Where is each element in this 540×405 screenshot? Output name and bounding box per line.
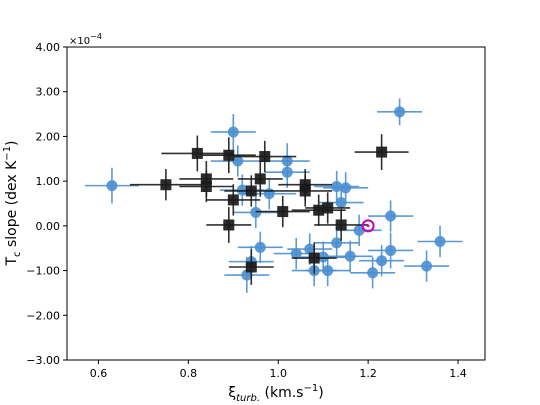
circle-marker bbox=[232, 155, 244, 167]
square-data-point bbox=[179, 170, 234, 203]
circle-marker bbox=[236, 184, 248, 196]
square-marker bbox=[227, 194, 239, 206]
square-data-point bbox=[206, 207, 252, 243]
x-tick-label: 1.2 bbox=[359, 367, 377, 380]
circle-marker bbox=[290, 248, 302, 260]
square-data-point bbox=[201, 137, 256, 174]
circle-marker bbox=[322, 265, 334, 277]
square-marker bbox=[313, 204, 325, 216]
circle-marker bbox=[331, 237, 343, 249]
circle-marker bbox=[367, 267, 379, 279]
x-tick-label: 0.8 bbox=[180, 367, 198, 380]
square-data-point bbox=[237, 161, 283, 197]
circle-data-point bbox=[314, 227, 360, 259]
circle-marker bbox=[227, 126, 239, 138]
square-data-point bbox=[129, 169, 202, 201]
square-marker bbox=[322, 202, 334, 214]
circle-marker bbox=[340, 182, 352, 194]
circle-data-point bbox=[323, 172, 369, 204]
square-marker bbox=[277, 206, 289, 218]
circle-marker bbox=[254, 241, 266, 253]
sun-reference-marker bbox=[361, 219, 375, 233]
y-tick-label: 2.00 bbox=[36, 130, 61, 143]
square-data-point bbox=[291, 194, 346, 226]
circle-marker bbox=[344, 250, 356, 262]
square-data-point bbox=[161, 135, 234, 172]
y-tick-label: −3.00 bbox=[26, 354, 60, 367]
y-tick-label: 4.00 bbox=[36, 41, 61, 54]
square-data-point bbox=[305, 192, 351, 224]
circle-data-point bbox=[404, 250, 450, 282]
square-data-point bbox=[354, 134, 409, 170]
circle-marker bbox=[106, 180, 118, 192]
y-tick-label: 3.00 bbox=[36, 86, 61, 99]
y-tick-label: −1.00 bbox=[26, 265, 60, 278]
circle-data-point bbox=[314, 170, 360, 203]
square-marker bbox=[308, 252, 320, 264]
circle-data-point bbox=[210, 145, 265, 177]
circle-data-point bbox=[368, 232, 414, 269]
circle-marker bbox=[335, 197, 347, 209]
square-marker bbox=[200, 181, 212, 193]
square-data-point bbox=[255, 195, 310, 228]
circle-marker bbox=[394, 106, 406, 118]
plot-area bbox=[84, 98, 463, 293]
circle-marker bbox=[434, 236, 446, 248]
circle-data-point bbox=[287, 233, 333, 265]
square-marker bbox=[245, 261, 257, 273]
axis-ticks: 0.6 0.8 1.0 1.2 1.4 −3.00 −2.00 −1.00 0.00 1.00 2.… bbox=[26, 41, 467, 380]
circle-data-point bbox=[368, 200, 414, 232]
square-marker bbox=[299, 185, 311, 197]
circle-data-point bbox=[377, 98, 423, 126]
circle-data-point bbox=[84, 167, 139, 204]
circle-marker bbox=[304, 243, 316, 255]
sun-reference-center bbox=[366, 224, 370, 228]
circle-marker bbox=[385, 244, 397, 256]
y-tick-label: −2.00 bbox=[26, 309, 60, 322]
x-axis-label: ξturb. (km.s−1) bbox=[228, 383, 323, 404]
square-data-point bbox=[233, 140, 297, 173]
circle-marker bbox=[421, 260, 433, 272]
y-tick-label: 1.00 bbox=[36, 175, 61, 188]
square-data-point bbox=[224, 175, 279, 207]
x-tick-label: 1.4 bbox=[449, 367, 467, 380]
square-marker bbox=[259, 151, 271, 163]
square-data-point bbox=[314, 209, 369, 241]
circle-marker bbox=[317, 251, 329, 263]
circle-data-point bbox=[233, 196, 279, 229]
circle-data-point bbox=[359, 245, 405, 277]
plot-frame bbox=[66, 46, 486, 361]
circle-data-point bbox=[305, 254, 351, 287]
circle-data-point bbox=[327, 240, 373, 272]
circle-data-point bbox=[210, 114, 256, 150]
square-marker bbox=[254, 173, 266, 185]
circle-marker bbox=[263, 188, 275, 200]
y-axis-multiplier: ×10−4 bbox=[69, 32, 102, 47]
square-data-point bbox=[228, 249, 274, 285]
square-marker bbox=[223, 149, 235, 161]
circle-marker bbox=[376, 255, 388, 267]
circle-data-point bbox=[350, 257, 396, 289]
x-tick-label: 1.0 bbox=[269, 367, 287, 380]
square-marker bbox=[245, 185, 257, 197]
square-data-point bbox=[278, 175, 333, 207]
circle-marker bbox=[281, 166, 293, 178]
square-data-point bbox=[291, 242, 337, 274]
square-marker bbox=[191, 147, 203, 159]
circle-marker bbox=[385, 210, 397, 222]
circle-data-point bbox=[237, 231, 283, 263]
x-tick-label: 0.6 bbox=[90, 367, 108, 380]
square-marker bbox=[335, 219, 347, 231]
square-marker bbox=[376, 146, 388, 158]
y-axis-label: Tc slope (dex K−1) bbox=[2, 140, 23, 266]
circle-data-point bbox=[417, 225, 463, 258]
square-marker bbox=[223, 219, 235, 231]
circle-marker bbox=[331, 181, 343, 193]
circle-marker bbox=[250, 206, 262, 218]
circle-data-point bbox=[264, 156, 310, 188]
y-tick-label: 0.00 bbox=[36, 220, 61, 233]
square-marker bbox=[160, 179, 172, 191]
